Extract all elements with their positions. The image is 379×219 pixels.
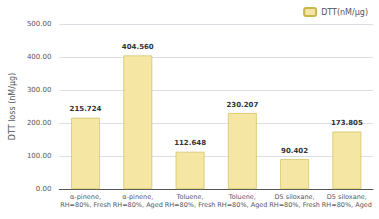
svg-text:α-pinene,: α-pinene, xyxy=(70,193,101,201)
svg-text:112.648: 112.648 xyxy=(174,139,206,147)
svg-text:0.00: 0.00 xyxy=(36,185,52,193)
svg-text:230.207: 230.207 xyxy=(226,101,258,109)
svg-text:DTT(nM/μg): DTT(nM/μg) xyxy=(321,8,368,17)
svg-text:300.00: 300.00 xyxy=(27,86,52,94)
svg-text:RH=80%, Fresh: RH=80%, Fresh xyxy=(269,201,320,209)
svg-text:500.00: 500.00 xyxy=(27,20,52,28)
svg-text:90.402: 90.402 xyxy=(281,147,308,155)
svg-text:D5 siloxane,: D5 siloxane, xyxy=(327,193,367,201)
svg-text:100.00: 100.00 xyxy=(27,152,52,160)
svg-text:404.560: 404.560 xyxy=(122,43,154,51)
svg-text:400.00: 400.00 xyxy=(27,53,52,61)
svg-text:DTT loss (nM/μg): DTT loss (nM/μg) xyxy=(8,73,17,140)
svg-text:RH=80%, Fresh: RH=80%, Fresh xyxy=(165,201,216,209)
svg-text:RH=80%, Aged: RH=80%, Aged xyxy=(322,201,372,209)
svg-text:α-pinene,: α-pinene, xyxy=(122,193,153,201)
svg-text:173.805: 173.805 xyxy=(331,119,363,127)
svg-text:Toluene,: Toluene, xyxy=(228,193,256,201)
svg-text:200.00: 200.00 xyxy=(27,119,52,127)
svg-text:D5 siloxane,: D5 siloxane, xyxy=(275,193,315,201)
svg-text:RH=80%, Fresh: RH=80%, Fresh xyxy=(60,201,111,209)
svg-text:215.724: 215.724 xyxy=(70,105,102,113)
svg-text:Toluene,: Toluene, xyxy=(176,193,204,201)
svg-text:RH=80%, Aged: RH=80%, Aged xyxy=(113,201,163,209)
svg-text:RH=80%, Aged: RH=80%, Aged xyxy=(217,201,267,209)
